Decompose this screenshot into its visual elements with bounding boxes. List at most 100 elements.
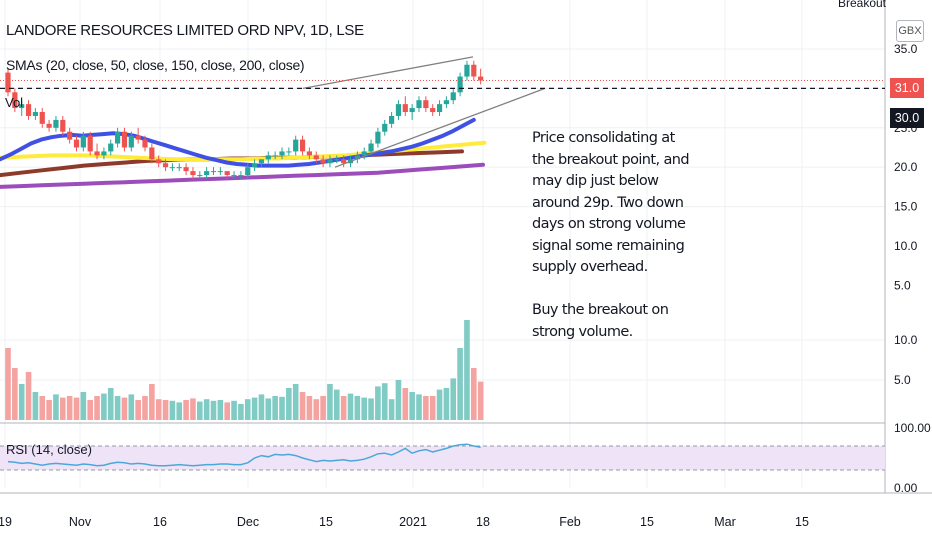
volume-bar [464,320,470,420]
volume-bar [272,396,278,420]
volume-bar [238,404,244,420]
volume-bar [292,384,299,420]
candle-body [245,167,251,176]
candle-body [183,167,189,172]
volume-bar [313,399,320,420]
time-tick-label: 15 [319,515,333,529]
volume-tick-label: 10.0 [894,333,918,347]
volume-bar [477,381,484,420]
rsi-pane [0,443,885,471]
volume-bar [258,394,265,420]
rsi-line [7,443,481,467]
volume-bar [381,383,388,420]
candle-body [80,135,86,148]
volume-bar [217,400,224,420]
volume-bar [402,388,409,420]
volume-bar [279,396,285,420]
candle-body [299,139,306,152]
rsi-legend[interactable]: RSI (14, close) [6,442,92,457]
candle-body [25,104,32,116]
volume-legend[interactable]: Vol [5,95,24,110]
volume-bar [457,348,463,420]
candle-body [402,104,408,113]
candle-body [409,108,415,113]
breakout-level-tag: 30.0 [890,108,924,128]
candle-body [73,139,80,148]
volume-bar [347,393,354,420]
candle-body [320,159,326,164]
last-price-tag: 31.0 [890,78,924,98]
volume-bar [66,396,73,420]
candle-body [210,171,217,173]
candle-body [53,119,59,128]
volume-bar [429,396,436,420]
sma20-line [0,117,476,168]
volume-bar [162,400,169,420]
volume-bar [94,396,100,420]
rsi-tick-label: 0.00 [894,481,918,495]
candle-body [443,100,449,105]
lower-trendline [334,87,546,168]
price-tick-label: 5.0 [894,278,911,292]
rsi-tick-label: 100.00 [894,421,931,435]
volume-bar [121,397,128,420]
candle-body [94,151,100,156]
volume-bar [306,396,313,420]
volume-bar [73,397,80,420]
candle-body [162,163,169,168]
candle-body [190,171,196,176]
time-tick-label: 2021 [399,515,427,529]
moving-averages [0,117,487,189]
candle-body [238,175,244,177]
volume-bar [286,388,292,420]
volume-bar [149,384,155,420]
price-tick-label: 15.0 [894,200,918,214]
volume-bar [87,400,93,420]
candle-body [12,92,18,109]
sma200-line [0,162,485,189]
sma-study-legend[interactable]: SMAs (20, close, 50, close, 150, close, … [6,57,305,73]
candle-body [101,151,107,156]
volume-bar [265,398,272,420]
volume-bar [60,397,66,420]
candle-body [67,131,73,140]
candle-body [142,139,148,148]
volume-bar [80,392,87,420]
volume-bar [299,392,306,420]
time-tick-label: Dec [237,515,259,529]
volume-bar [101,393,107,420]
candle-body [231,175,237,177]
candle-body [135,135,141,140]
candle-body [306,151,312,156]
candle-body [457,76,463,93]
candle-body [375,131,381,144]
candle-body [354,155,360,160]
price-tick-label: 35.0 [894,42,918,56]
candle-body [224,171,230,176]
candle-body [265,155,271,160]
chart-title: LANDORE RESOURCES LIMITED ORD NPV, 1D, L… [6,22,364,39]
volume-bar [340,396,347,420]
time-tick-label: 18 [476,515,490,529]
candle-body [156,159,162,164]
candle-body [108,143,114,152]
candle-body [450,92,456,101]
volume-bar [375,386,381,420]
candle-body [423,100,429,109]
candle-body [395,104,402,116]
candle-body [313,155,319,160]
volume-bars [5,320,484,420]
candle-body [368,143,374,152]
candle-body [169,167,175,169]
candle-body [149,147,155,160]
currency-button[interactable]: GBX [896,20,924,42]
volume-bar [471,368,477,420]
volume-bar [450,378,457,420]
candle-body [279,151,285,156]
volume-bar [176,402,183,420]
candle-body [327,159,333,164]
volume-bar [25,372,32,420]
volume-bar [128,394,135,420]
upper-trendline [302,56,474,90]
